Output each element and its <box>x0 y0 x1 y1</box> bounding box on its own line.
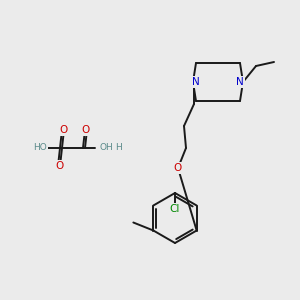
Text: N: N <box>236 77 244 87</box>
Text: OH: OH <box>99 143 113 152</box>
Text: HO: HO <box>33 143 47 152</box>
Text: O: O <box>59 125 67 135</box>
Text: O: O <box>55 161 63 171</box>
Text: N: N <box>192 77 200 87</box>
Text: O: O <box>174 163 182 173</box>
Text: O: O <box>82 125 90 135</box>
Text: H: H <box>116 143 122 152</box>
Text: Cl: Cl <box>170 204 180 214</box>
